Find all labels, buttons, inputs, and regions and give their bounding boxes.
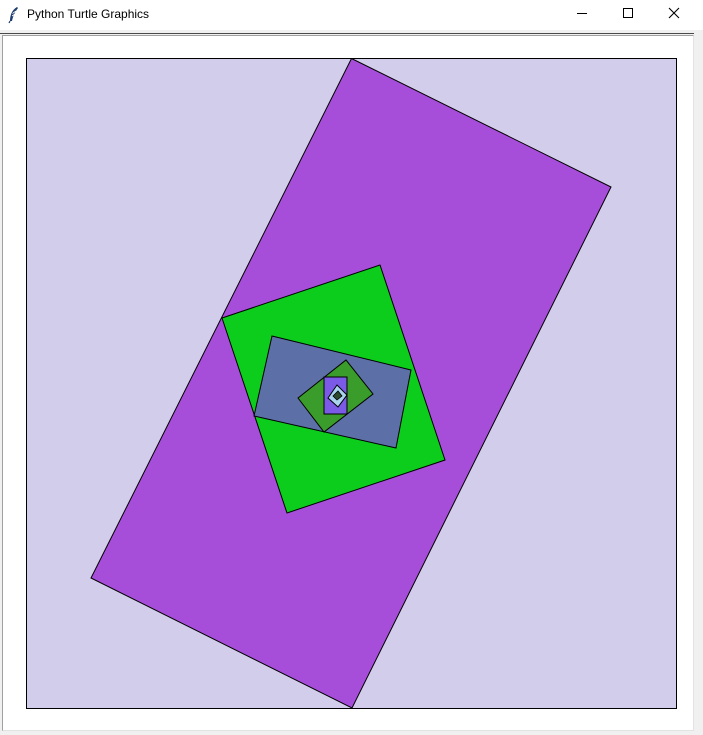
maximize-button[interactable] (605, 0, 651, 30)
maximize-icon (622, 6, 634, 24)
close-button[interactable] (651, 0, 697, 30)
close-icon (668, 6, 680, 24)
minimize-icon (576, 6, 588, 24)
feather-icon (6, 6, 22, 24)
window-title: Python Turtle Graphics (27, 7, 150, 21)
tiny-center-shape (332, 390, 343, 401)
title-bar[interactable]: Python Turtle Graphics (0, 0, 703, 30)
title-bar-separator (0, 33, 694, 34)
minimize-button[interactable] (559, 0, 605, 30)
turtle-canvas[interactable] (26, 58, 677, 709)
